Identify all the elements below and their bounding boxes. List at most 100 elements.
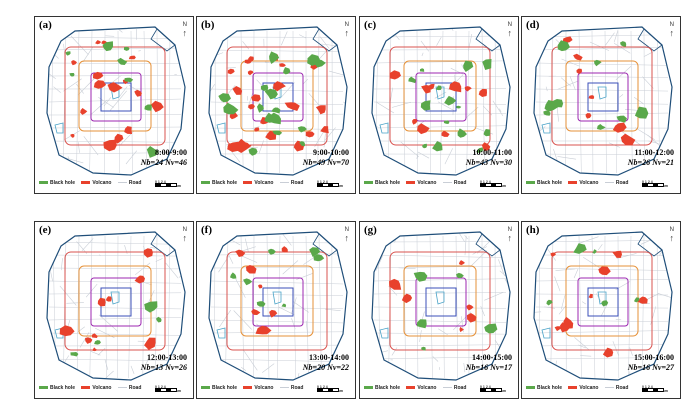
volcano-area xyxy=(134,89,142,97)
time-info: 12:00-13:00 Nb=13 Nv=26 xyxy=(141,353,187,373)
black-hole-area xyxy=(634,106,649,119)
scale-ticks: 0 1 2 4 xyxy=(317,180,328,184)
black-hole-area xyxy=(309,247,321,257)
time-info: 8:00-9:00 Nb=24 Nv=46 xyxy=(141,148,187,168)
volcano-area xyxy=(103,139,117,152)
black-hole-area xyxy=(307,54,321,66)
black-hole-area xyxy=(272,130,283,136)
panel-label: (b) xyxy=(201,19,215,31)
city-map xyxy=(533,26,673,176)
map-panel-c: (c) N ↑ 10:00-11:00 Nb=43 Nv=30 Black ho… xyxy=(359,16,519,194)
fifth-ring-road xyxy=(64,251,166,351)
counts: Nb=24 Nv=46 xyxy=(141,158,187,168)
black-hole-swatch xyxy=(526,386,535,390)
black-hole-area xyxy=(443,120,450,124)
counts: Nb=16 Nv=27 xyxy=(628,363,674,373)
volcano-area xyxy=(105,296,112,302)
map-panel-d: (d) N ↑ 11:00-12:00 Nb=26 Nv=21 Black ho… xyxy=(521,16,681,194)
legend: Black hole Volcano Road 0 1 2 4 km xyxy=(526,180,676,190)
map-panel-f: (f) N ↑ 13:00-14:00 Nb=20 Nv=22 Black ho… xyxy=(196,221,356,399)
black-hole-area xyxy=(268,248,276,255)
time-range: 8:00-9:00 xyxy=(155,148,187,157)
black-hole-area xyxy=(269,51,280,64)
volcano-area xyxy=(235,249,246,257)
black-hole-area xyxy=(419,68,425,72)
third-ring-road xyxy=(90,72,142,122)
water-body xyxy=(216,122,226,134)
third-ring-road xyxy=(577,277,629,327)
volcano-area xyxy=(585,113,592,119)
volcano-count: Nv=22 xyxy=(327,363,349,372)
fourth-ring-road xyxy=(565,60,639,132)
water-body xyxy=(541,122,551,134)
black-hole-area xyxy=(483,129,491,137)
north-arrow: N ↑ xyxy=(670,22,675,38)
legend-volcano: Volcano xyxy=(243,385,273,391)
legend-road-label: Road xyxy=(615,385,629,391)
fourth-ring-road xyxy=(240,265,314,337)
black-hole-area xyxy=(420,100,431,111)
north-arrow-icon: ↑ xyxy=(344,28,350,38)
volcano-area xyxy=(248,104,255,110)
black-hole-area xyxy=(620,41,627,47)
volcano-area xyxy=(588,293,593,299)
scale-ticks: 0 1 2 4 xyxy=(480,180,491,184)
volcano-area xyxy=(251,309,261,315)
north-arrow: N ↑ xyxy=(345,22,350,38)
black-hole-area xyxy=(456,105,462,109)
black-hole-area xyxy=(102,41,114,52)
time-range: 11:00-12:00 xyxy=(634,148,674,157)
black-hole-count: Nb=13 xyxy=(140,363,164,372)
legend-road: Road xyxy=(604,385,629,391)
black-hole-area xyxy=(594,59,602,67)
scale-unit: km xyxy=(500,389,506,393)
panel-label: (h) xyxy=(526,224,540,236)
legend-road-label: Road xyxy=(290,385,304,391)
black-hole-area xyxy=(297,126,307,133)
legend: Black hole Volcano Road 0 1 2 4 km xyxy=(39,180,189,190)
black-hole-area xyxy=(616,115,627,123)
black-hole-area xyxy=(299,141,305,147)
legend-black-hole: Black hole xyxy=(526,180,562,186)
road-swatch xyxy=(604,387,614,389)
north-arrow: N ↑ xyxy=(183,22,188,38)
black-hole-area xyxy=(416,319,427,329)
water-body xyxy=(541,327,551,339)
legend: Black hole Volcano Road 0 1 2 4 km xyxy=(39,385,189,395)
scale-ticks: 0 1 2 4 xyxy=(317,385,328,389)
counts: Nb=49 Nv=70 xyxy=(303,158,349,168)
scale-bar: 0 1 2 4 km xyxy=(480,385,506,393)
city-map xyxy=(46,26,186,176)
scale-bar-graphic xyxy=(480,388,502,392)
north-label: N xyxy=(669,227,674,233)
road-swatch xyxy=(604,182,614,184)
volcano-area xyxy=(92,347,98,352)
city-map xyxy=(46,231,186,381)
volcano-area xyxy=(305,131,315,138)
black-hole-area xyxy=(601,300,609,307)
road-swatch xyxy=(117,182,127,184)
north-arrow-icon: ↑ xyxy=(507,28,513,38)
black-hole-area xyxy=(435,85,442,91)
time-range: 10:00-11:00 xyxy=(472,148,512,157)
scale-bar: 0 1 2 4 km xyxy=(317,180,343,188)
black-hole-swatch xyxy=(526,181,535,185)
black-hole-area xyxy=(421,346,426,351)
black-hole-area xyxy=(456,272,464,279)
map-panel-a: (a) N ↑ 8:00-9:00 Nb=24 Nv=46 Black hole… xyxy=(34,16,194,194)
volcano-area xyxy=(70,133,75,138)
volcano-area xyxy=(458,260,465,266)
time-info: 13:00-14:00 Nb=20 Nv=22 xyxy=(303,353,349,373)
volcano-area xyxy=(150,100,164,113)
north-arrow: N ↑ xyxy=(670,227,675,243)
volcano-area xyxy=(554,326,561,332)
scale-ticks: 0 1 2 4 xyxy=(155,180,166,184)
road-swatch xyxy=(117,387,127,389)
volcano-count: Nv=27 xyxy=(652,363,674,372)
water-body xyxy=(379,122,389,134)
black-hole-area xyxy=(484,323,498,334)
map-panel-g: (g) N ↑ 14:00-15:00 Nb=16 Nv=17 Black ho… xyxy=(359,221,519,399)
volcano-area xyxy=(227,68,235,75)
scale-unit: km xyxy=(500,184,506,188)
scale-unit: km xyxy=(337,389,343,393)
